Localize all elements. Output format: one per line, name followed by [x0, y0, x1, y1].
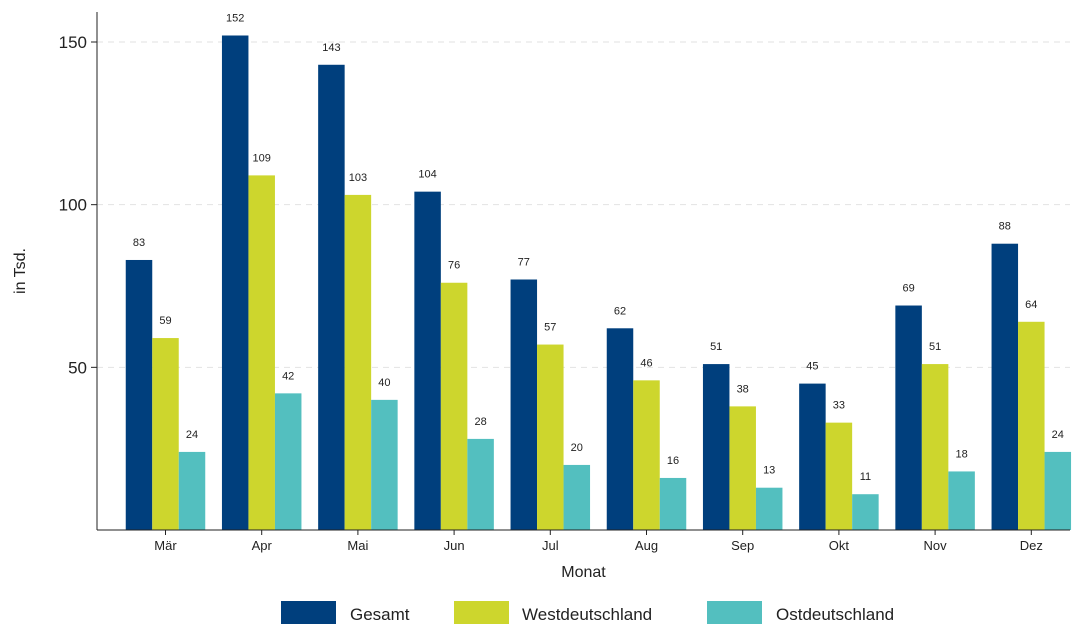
data-label: 51 [710, 341, 722, 353]
legend-swatch [454, 601, 509, 624]
y-tick-label: 100 [59, 196, 87, 215]
bar [248, 175, 275, 531]
legend-swatch [707, 601, 762, 624]
bar [318, 64, 345, 531]
bar [729, 406, 756, 530]
x-tick-label: Aug [635, 538, 658, 553]
data-label: 152 [226, 12, 244, 24]
x-tick-label: Apr [252, 538, 273, 553]
data-label: 143 [322, 42, 340, 54]
y-axis-title: in Tsd. [12, 248, 29, 294]
data-labels: 83 59 24 152 109 42 143 103 40 104 76 28 77 57 20 62 46 1… [133, 12, 1064, 483]
data-label: 20 [571, 442, 583, 454]
bar [659, 477, 687, 530]
bar [221, 35, 249, 530]
data-label: 77 [518, 256, 530, 268]
legend-label: Ostdeutschland [776, 605, 894, 624]
bar [1018, 321, 1045, 530]
data-label: 33 [833, 400, 845, 412]
data-label: 51 [929, 341, 941, 353]
bar [852, 494, 879, 530]
bar [274, 393, 302, 530]
bar [948, 471, 975, 530]
data-label: 76 [448, 260, 460, 272]
bar [344, 194, 372, 530]
y-tick-label: 150 [59, 33, 87, 52]
data-label: 57 [544, 322, 556, 334]
bar [825, 422, 853, 530]
data-label: 59 [159, 315, 171, 327]
data-label: 40 [378, 377, 390, 389]
bar [152, 338, 179, 530]
x-tick-label: Mär [154, 538, 177, 553]
bar [440, 282, 468, 530]
data-label: 28 [474, 416, 486, 428]
bar [178, 451, 206, 530]
bar [563, 464, 591, 530]
x-tick-label: Mai [347, 538, 368, 553]
x-tick-label: Jun [444, 538, 465, 553]
data-label: 88 [999, 221, 1011, 233]
data-label: 83 [133, 237, 145, 249]
gridlines [97, 41, 1070, 368]
data-label: 46 [640, 357, 652, 369]
bar [606, 328, 634, 530]
data-label: 45 [806, 361, 818, 373]
data-label: 103 [349, 172, 367, 184]
data-label: 109 [253, 152, 271, 164]
data-label: 69 [902, 283, 914, 295]
data-label: 38 [737, 383, 749, 395]
bar [414, 191, 441, 531]
legend-swatch [281, 601, 336, 624]
bar [537, 344, 564, 530]
y-tick-label: 50 [68, 358, 87, 377]
bar [1044, 451, 1072, 530]
bar [991, 243, 1019, 530]
bar [702, 364, 730, 530]
bar [633, 380, 660, 530]
bar [895, 305, 922, 530]
data-label: 18 [955, 448, 967, 460]
bar [371, 399, 398, 530]
data-label: 13 [763, 465, 775, 477]
legend: Gesamt Westdeutschland Ostdeutschland [281, 601, 894, 624]
x-tick-label: Sep [731, 538, 754, 553]
bar [510, 279, 538, 530]
data-label: 16 [667, 455, 679, 467]
legend-label: Gesamt [350, 605, 410, 624]
x-tick-label: Jul [542, 538, 559, 553]
x-tick-label: Dez [1020, 538, 1043, 553]
data-label: 11 [860, 471, 871, 483]
data-label: 62 [614, 305, 626, 317]
data-label: 24 [1052, 429, 1064, 441]
x-tick-label: Okt [829, 538, 850, 553]
x-axis-title: Monat [561, 564, 606, 581]
bar [799, 383, 826, 530]
data-label: 104 [418, 169, 436, 181]
bar [125, 259, 153, 530]
data-label: 64 [1025, 299, 1037, 311]
bar [921, 364, 949, 530]
bar [755, 487, 783, 530]
axes: 50 100 150 Mär Apr Mai Jun Jul Aug Sep Okt Nov Dez [59, 12, 1070, 553]
data-label: 42 [282, 370, 294, 382]
data-label: 24 [186, 429, 198, 441]
x-tick-label: Nov [924, 538, 948, 553]
legend-label: Westdeutschland [522, 605, 652, 624]
bars [125, 35, 1072, 531]
bar [467, 438, 494, 530]
